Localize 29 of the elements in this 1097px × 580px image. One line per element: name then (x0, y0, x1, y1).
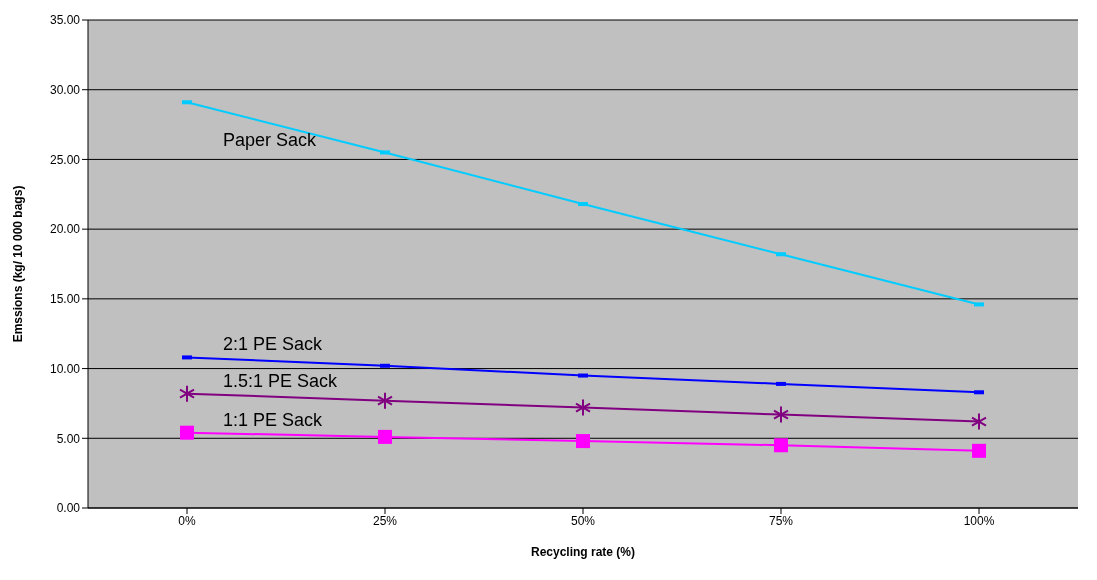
y-tick-label: 15.00 (49, 292, 81, 307)
point (773, 405, 789, 424)
y-tick-label: 30.00 (49, 82, 81, 97)
x-tick-label: 50% (570, 513, 596, 528)
point (971, 412, 987, 431)
x-tick-label: 25% (372, 513, 398, 528)
point (575, 398, 591, 417)
series-label: 1.5:1 PE Sack (223, 370, 339, 391)
point (972, 443, 986, 458)
y-tick-label: 0.00 (56, 501, 81, 516)
series-label: 1:1 PE Sack (223, 409, 324, 430)
x-axis-title: Recycling rate (%) (530, 545, 636, 559)
x-tick-label: 100% (963, 513, 995, 528)
x-tick-label: 0% (178, 513, 196, 528)
series-label: Paper Sack (223, 130, 318, 151)
point (378, 429, 392, 444)
point (180, 425, 194, 440)
y-tick-label: 10.00 (49, 361, 81, 376)
x-tick-label: 75% (768, 513, 794, 528)
point (179, 384, 195, 403)
series-label: 2:1 PE Sack (223, 334, 324, 355)
point (576, 434, 590, 449)
y-tick-label: 5.00 (56, 431, 81, 446)
point (377, 391, 393, 410)
point (774, 438, 788, 453)
y-tick-label: 20.00 (49, 222, 81, 237)
y-tick-label: 25.00 (49, 152, 81, 167)
y-tick-label: 35.00 (49, 13, 81, 28)
y-axis-title: Emssions (kg/ 10 000 bags) (11, 185, 26, 343)
